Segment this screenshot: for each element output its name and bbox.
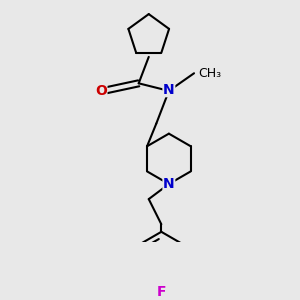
Text: F: F <box>157 285 166 299</box>
Text: N: N <box>163 177 175 191</box>
Text: N: N <box>163 82 175 97</box>
Text: O: O <box>95 84 107 98</box>
Text: CH₃: CH₃ <box>198 67 221 80</box>
